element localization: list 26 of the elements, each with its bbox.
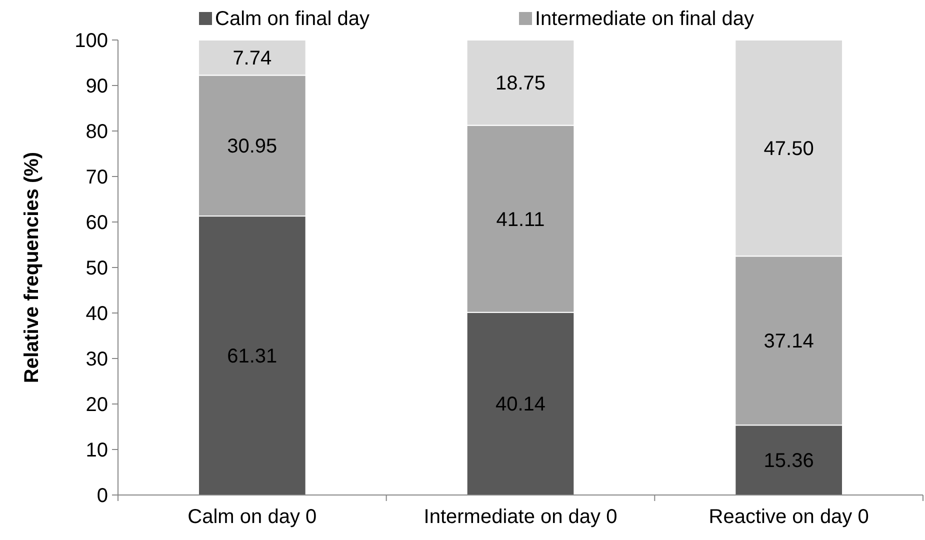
y-tick-label: 20 — [86, 394, 108, 416]
y-tick-label: 90 — [86, 76, 108, 98]
y-axis-title: Relative frequencies (%) — [21, 152, 43, 384]
data-label: 37.14 — [764, 330, 814, 353]
x-tick-label: Calm on day 0 — [188, 506, 317, 528]
y-tick-label: 40 — [86, 303, 108, 325]
y-tick-label: 100 — [74, 30, 108, 52]
x-tick-label: Reactive on day 0 — [708, 506, 869, 528]
y-tick-label: 80 — [86, 121, 108, 143]
data-label: 61.31 — [227, 346, 278, 368]
y-tick-label: 70 — [86, 166, 108, 188]
y-tick-label: 50 — [86, 258, 108, 280]
data-label: 40.14 — [495, 394, 546, 416]
x-tick-label: Intermediate on day 0 — [424, 506, 618, 528]
data-label: 18.75 — [495, 72, 546, 95]
data-label: 30.95 — [227, 136, 278, 158]
legend-label: Calm on final day — [215, 8, 370, 30]
y-tick-label: 30 — [86, 348, 108, 370]
data-label: 47.50 — [764, 138, 814, 160]
data-label: 15.36 — [764, 450, 814, 472]
data-label: 7.74 — [232, 48, 272, 70]
y-tick-label: 60 — [86, 212, 108, 234]
legend-label: Intermediate on final day — [535, 8, 754, 30]
y-tick-label: 0 — [96, 485, 108, 507]
data-label: 41.11 — [496, 208, 545, 231]
y-tick-label: 10 — [86, 440, 108, 462]
